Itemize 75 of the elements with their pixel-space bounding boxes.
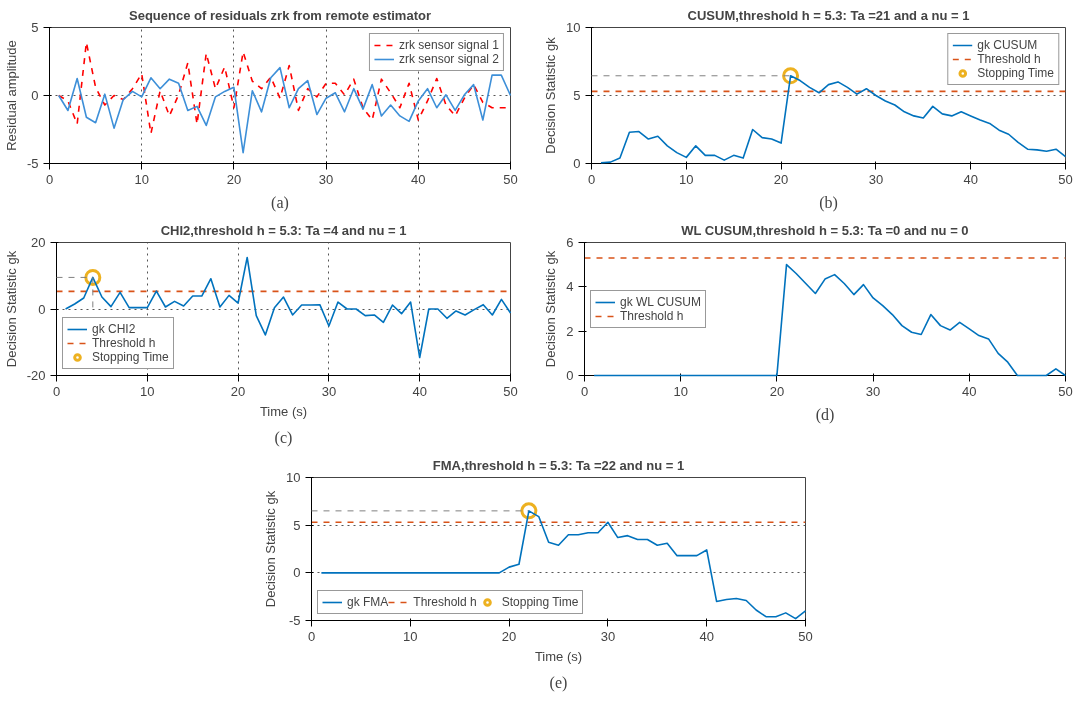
y-axis-title: Decision Statistic gk [543, 36, 559, 154]
y-tick-label: 0 [573, 156, 581, 171]
x-tick-label: 50 [503, 171, 518, 187]
y-axis-title: Decision Statistic gk [543, 250, 559, 368]
legend-label: gk WL CUSUM [620, 294, 701, 309]
y-axis-title: Decision Statistic gk [3, 250, 19, 368]
y-tick-label: -5 [288, 613, 301, 628]
x-tick-label: 40 [699, 628, 714, 644]
x-tick-label: 10 [403, 628, 418, 644]
x-tick-label: 20 [501, 628, 517, 644]
x-tick-label: 50 [503, 383, 518, 399]
x-tick-label: 30 [321, 383, 337, 399]
legend-label: gk CUSUM [977, 38, 1038, 52]
x-tick-label: 20 [773, 171, 789, 187]
text: (d) [815, 405, 835, 424]
y-tick-label: 10 [286, 470, 301, 485]
x-tick-label: 10 [134, 171, 149, 187]
legend-label: Threshold h [413, 595, 477, 609]
x-tick-label: 20 [769, 383, 785, 399]
y-tick-label: -5 [26, 156, 39, 171]
y-tick-label: 4 [566, 279, 574, 295]
text: (b) [819, 193, 838, 212]
text: (c) [274, 428, 293, 447]
x-tick-label: 10 [679, 171, 694, 187]
y-tick-label: -20 [26, 368, 46, 383]
x-tick-label: 10 [673, 383, 688, 399]
y-tick-label: 2 [566, 323, 574, 339]
y-tick-label: 0 [566, 368, 574, 383]
y-tick-label: 0 [31, 88, 39, 103]
x-tick-label: 30 [865, 383, 881, 399]
legend-label: Threshold h [977, 52, 1041, 66]
y-tick-label: 5 [573, 88, 581, 103]
x-tick-label: 50 [1058, 383, 1073, 399]
y-tick-label: 10 [566, 20, 581, 35]
y-axis-title: Residual amplitude [3, 40, 19, 151]
legend-label: Stopping Time [501, 595, 579, 609]
x-tick-label: 50 [798, 628, 813, 644]
x-tick-label: 40 [411, 171, 426, 187]
text: (e) [549, 673, 568, 692]
y-tick-label: 5 [293, 517, 301, 533]
y-tick-label: 20 [31, 235, 46, 250]
y-tick-label: 6 [566, 235, 574, 250]
legend-label: zrk sensor signal 1 [398, 38, 499, 52]
x-tick-label: 20 [230, 383, 246, 399]
legend-label: Threshold h [92, 336, 156, 350]
chart-title: WL CUSUM,threshold h = 5.3: Ta =0 and nu = 0 [681, 222, 969, 238]
x-tick-label: 30 [318, 171, 334, 187]
x-tick-label: 0 [307, 628, 316, 644]
legend-label: Stopping Time [92, 350, 169, 364]
legend-label: zrk sensor signal 2 [398, 52, 499, 66]
legend-label: Threshold h [620, 308, 684, 323]
chart-title: CHI2,threshold h = 5.3: Ta =4 and nu = 1 [160, 222, 407, 238]
x-tick-label: 40 [962, 383, 977, 399]
x-tick-label: 50 [1058, 171, 1073, 187]
x-tick-label: 30 [600, 628, 616, 644]
chart-title: Sequence of residuals zrk from remote estimator [129, 7, 431, 23]
legend-label: gk CHI2 [92, 322, 136, 336]
x-tick-label: 40 [963, 171, 978, 187]
chart-title: FMA,threshold h = 5.3: Ta =22 and nu = 1 [432, 457, 685, 473]
chart-title: CUSUM,threshold h = 5.3: Ta =21 and a nu = 1 [687, 7, 970, 23]
legend-label: gk FMA [347, 595, 389, 609]
legend-label: Stopping Time [977, 66, 1054, 80]
y-axis-title: Decision Statistic gk [263, 490, 279, 608]
y-tick-label: 0 [38, 301, 46, 317]
x-tick-label: 30 [868, 171, 884, 187]
x-axis-title: Time (s) [534, 648, 583, 664]
x-tick-label: 10 [140, 383, 155, 399]
x-tick-label: 40 [412, 383, 427, 399]
y-tick-label: 0 [293, 565, 301, 581]
x-tick-label: 0 [587, 171, 596, 187]
y-tick-label: 5 [31, 20, 39, 35]
x-axis-title: Time (s) [259, 403, 308, 419]
text: (a) [271, 193, 289, 212]
x-tick-label: 0 [52, 383, 61, 399]
x-tick-label: 20 [226, 171, 242, 187]
